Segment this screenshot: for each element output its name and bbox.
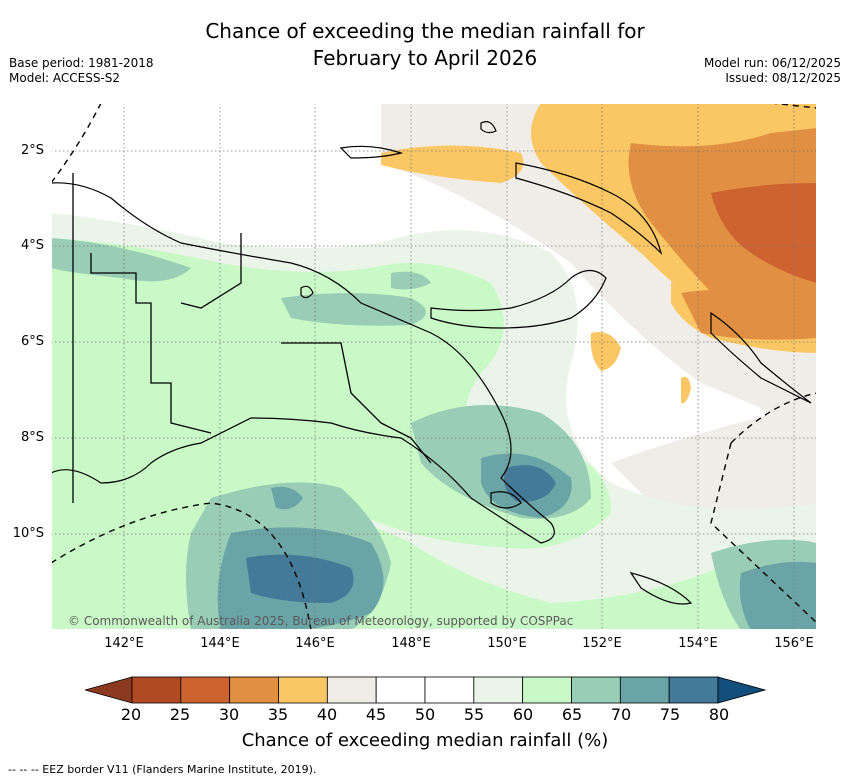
dry-zone-25-30	[711, 183, 817, 283]
eez-line	[51, 103, 102, 184]
island-coast	[300, 285, 314, 299]
colorbar-cell	[278, 676, 328, 704]
lon-label: 150°E	[487, 636, 527, 651]
colorbar-tick-label: 20	[120, 705, 142, 724]
eez-legend-note: -- -- -- EEZ border V11 (Flanders Marine…	[8, 763, 317, 776]
colorbar-high-arrow	[717, 676, 767, 704]
colorbar-cell	[522, 676, 572, 704]
colorbar-tick-label: 45	[365, 705, 387, 724]
louisiade-coast	[629, 572, 693, 605]
model-info: Base period: 1981-2018 Model: ACCESS-S2	[9, 56, 154, 86]
lat-label: 8°S	[20, 430, 44, 445]
province-border	[90, 253, 212, 434]
new-ireland-coast	[515, 162, 663, 255]
lon-label: 152°E	[582, 636, 622, 651]
base-period: Base period: 1981-2018	[9, 56, 154, 70]
lon-label: 148°E	[391, 636, 431, 651]
bougainville-coast	[710, 311, 812, 404]
map-canvas	[51, 103, 817, 630]
colorbar-cell	[473, 676, 524, 704]
colorbar-tick-label: 55	[463, 705, 485, 724]
lon-label: 154°E	[678, 636, 718, 651]
new-guinea-coast	[51, 182, 555, 544]
lat-label: 10°S	[12, 526, 44, 541]
colorbar	[83, 676, 769, 708]
island-coast	[480, 121, 497, 134]
wet-zone-65-70	[281, 293, 426, 326]
colorbar-cell	[131, 676, 182, 704]
wet-zone-65-70	[391, 271, 431, 290]
model-name: Model: ACCESS-S2	[9, 71, 121, 85]
wet-zone-65-70	[51, 238, 191, 282]
model-run-date: Model run: 06/12/2025	[703, 56, 841, 70]
eez-line	[770, 103, 817, 109]
colorbar-cell	[668, 676, 719, 704]
colorbar-cells	[131, 676, 719, 704]
chart-title: Chance of exceeding the median rainfall …	[0, 18, 850, 72]
colorbar-tick-label: 60	[512, 705, 534, 724]
wet-zone-70-75	[271, 486, 303, 510]
dry-zone-35-40	[590, 332, 621, 371]
province-border	[281, 342, 432, 464]
lon-label: 146°E	[295, 636, 335, 651]
colorbar-tick-label: 35	[267, 705, 289, 724]
lat-label: 4°S	[20, 238, 44, 253]
colorbar-title: Chance of exceeding median rainfall (%)	[241, 730, 609, 751]
map-frame	[51, 103, 817, 630]
colorbar-tick-label: 40	[316, 705, 338, 724]
colorbar-tick-label: 75	[659, 705, 681, 724]
colorbar-cell	[326, 676, 377, 704]
lat-label: 2°S	[20, 143, 44, 158]
eez-line	[51, 502, 312, 630]
colorbar-graphic	[83, 676, 767, 704]
new-britain-coast	[430, 269, 607, 329]
colorbar-cell	[424, 676, 475, 704]
colorbar-tick-label: 30	[218, 705, 240, 724]
lon-label: 142°E	[104, 636, 144, 651]
country-borders	[72, 173, 432, 503]
wet-zone-70-75	[739, 561, 817, 630]
title-line-1: Chance of exceeding the median rainfall …	[205, 19, 645, 43]
dry-zone-35-40	[381, 145, 524, 183]
issued-date: Issued: 08/12/2025	[725, 71, 841, 85]
trobriand-coast	[490, 491, 522, 509]
province-border	[180, 233, 242, 309]
lat-label: 6°S	[20, 334, 44, 349]
run-info: Model run: 06/12/2025 Issued: 08/12/2025	[704, 56, 841, 86]
coastlines	[51, 121, 812, 605]
eez-line	[710, 442, 817, 624]
colorbar-tick-label: 80	[708, 705, 730, 724]
colorbar-tick-label: 65	[561, 705, 583, 724]
colorbar-tick-label: 50	[414, 705, 436, 724]
colorbar-cell	[571, 676, 621, 704]
eez-line	[730, 392, 817, 444]
colorbar-tick-label: 25	[169, 705, 191, 724]
colorbar-cell	[229, 676, 279, 704]
near-median-zone	[611, 403, 817, 513]
manus-coast	[339, 145, 404, 159]
near-median-zone	[381, 103, 817, 433]
wet-zone-75-80	[246, 554, 354, 603]
copyright-notice: © Commonwealth of Australia 2025, Bureau…	[68, 614, 574, 628]
colorbar-tick-label: 70	[610, 705, 632, 724]
dry-zone-30-35	[628, 128, 817, 321]
dry-zone-30-35	[681, 289, 817, 340]
colorbar-cell	[619, 676, 670, 704]
title-line-2: February to April 2026	[312, 46, 538, 70]
lon-label: 156°E	[774, 636, 814, 651]
colorbar-cell	[180, 676, 231, 704]
dry-zone-35-40	[681, 376, 691, 404]
eez-borders	[51, 103, 817, 630]
colorbar-cell	[375, 676, 426, 704]
colorbar-low-arrow	[83, 676, 133, 704]
lon-label: 144°E	[200, 636, 240, 651]
rainfall-map	[51, 103, 817, 630]
